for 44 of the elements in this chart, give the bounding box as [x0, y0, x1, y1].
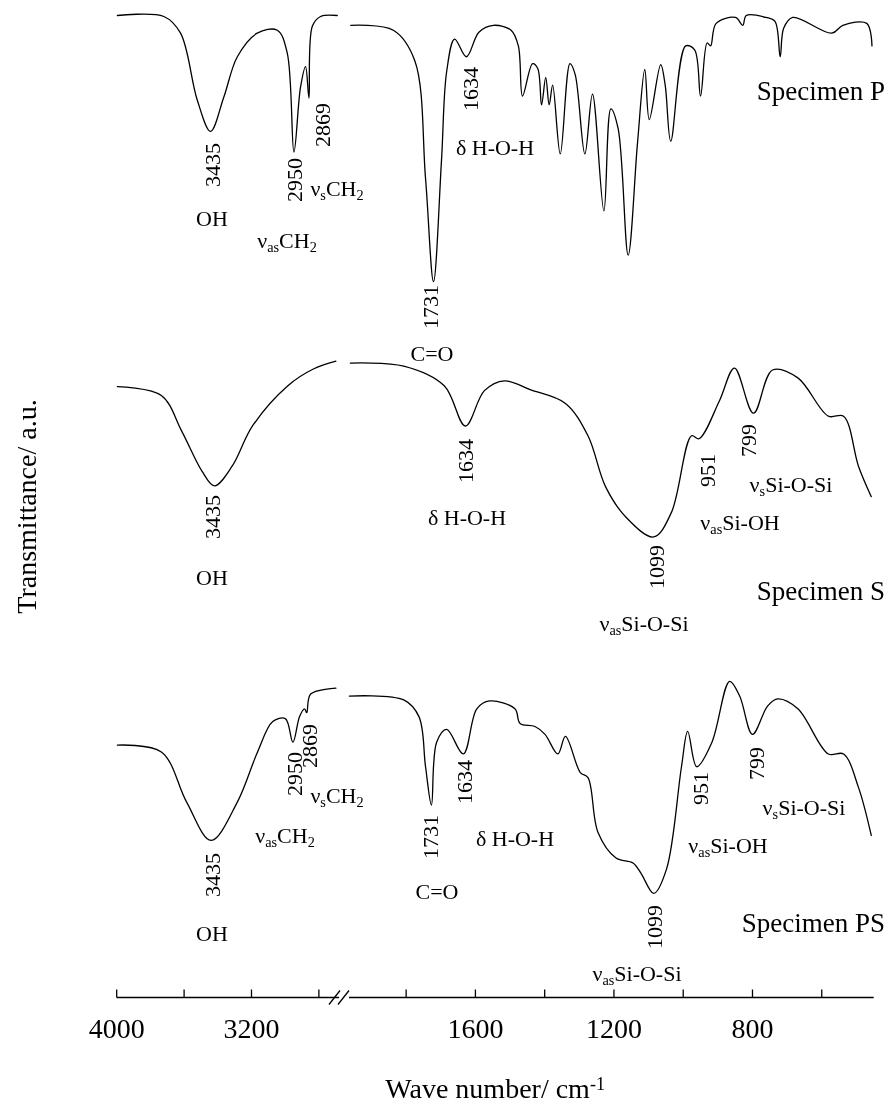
x-tick-label: 1600 — [447, 1012, 504, 1044]
annotation: ν$_{s}$CH$_{2}$ — [310, 176, 364, 204]
annotation: δ H-O-H — [455, 135, 535, 160]
annotation: 1099 — [641, 905, 667, 949]
annotation: OH — [196, 565, 228, 590]
annotation: 2869 — [309, 103, 335, 147]
annotation: ν$_{as}$CH$_{2}$ — [255, 823, 315, 851]
annotation: OH — [196, 921, 228, 946]
annotation: δ H-O-H — [475, 826, 555, 851]
annotation: 1634 — [452, 439, 478, 483]
annotation: 2950 — [281, 158, 307, 202]
x-tick-label: 800 — [731, 1012, 774, 1044]
text: Specimen PS — [741, 908, 885, 938]
x-axis-title: Wave number/ cm$^{-1}$ — [385, 1073, 606, 1104]
annotation: 1099 — [643, 545, 669, 589]
annotation: 799 — [743, 747, 769, 780]
annotation: 951 — [694, 454, 720, 487]
x-tick-label: 3200 — [223, 1012, 280, 1044]
annotation: OH — [196, 206, 228, 231]
y-axis-title: Transmittance/ a.u. — [11, 399, 42, 614]
annotation: ν$_{as}$Si-O-Si — [599, 611, 689, 639]
annotation: ν$_{s}$Si-O-Si — [749, 472, 833, 500]
annotation: 951 — [687, 772, 713, 805]
annotation: ν$_{as}$Si-O-Si — [592, 961, 682, 989]
annotation: 3435 — [199, 143, 225, 187]
annotation: ν$_{as}$Si-OH — [700, 510, 780, 538]
annotation: 1731 — [417, 285, 443, 329]
series-label: Specimen P — [756, 76, 885, 106]
x-tick-label: 4000 — [88, 1012, 145, 1044]
annotation: ν$_{as}$Si-OH — [688, 833, 768, 861]
annotation: ν$_{as}$CH$_{2}$ — [257, 228, 317, 256]
annotation: ν$_{s}$CH$_{2}$ — [310, 783, 364, 811]
annotation: 1731 — [417, 815, 443, 859]
annotation: δ H-O-H — [427, 505, 507, 530]
annotation: 1634 — [457, 67, 483, 111]
annotation: 3435 — [199, 495, 225, 539]
annotation: C=O — [410, 341, 454, 366]
annotation: 799 — [735, 424, 761, 457]
x-tick-label: 1200 — [585, 1012, 642, 1044]
text: Specimen S — [756, 576, 885, 606]
annotation: 1634 — [451, 760, 477, 804]
annotation: ν$_{s}$Si-O-Si — [762, 795, 846, 823]
annotation: 3435 — [199, 853, 225, 897]
annotation: C=O — [415, 879, 459, 904]
